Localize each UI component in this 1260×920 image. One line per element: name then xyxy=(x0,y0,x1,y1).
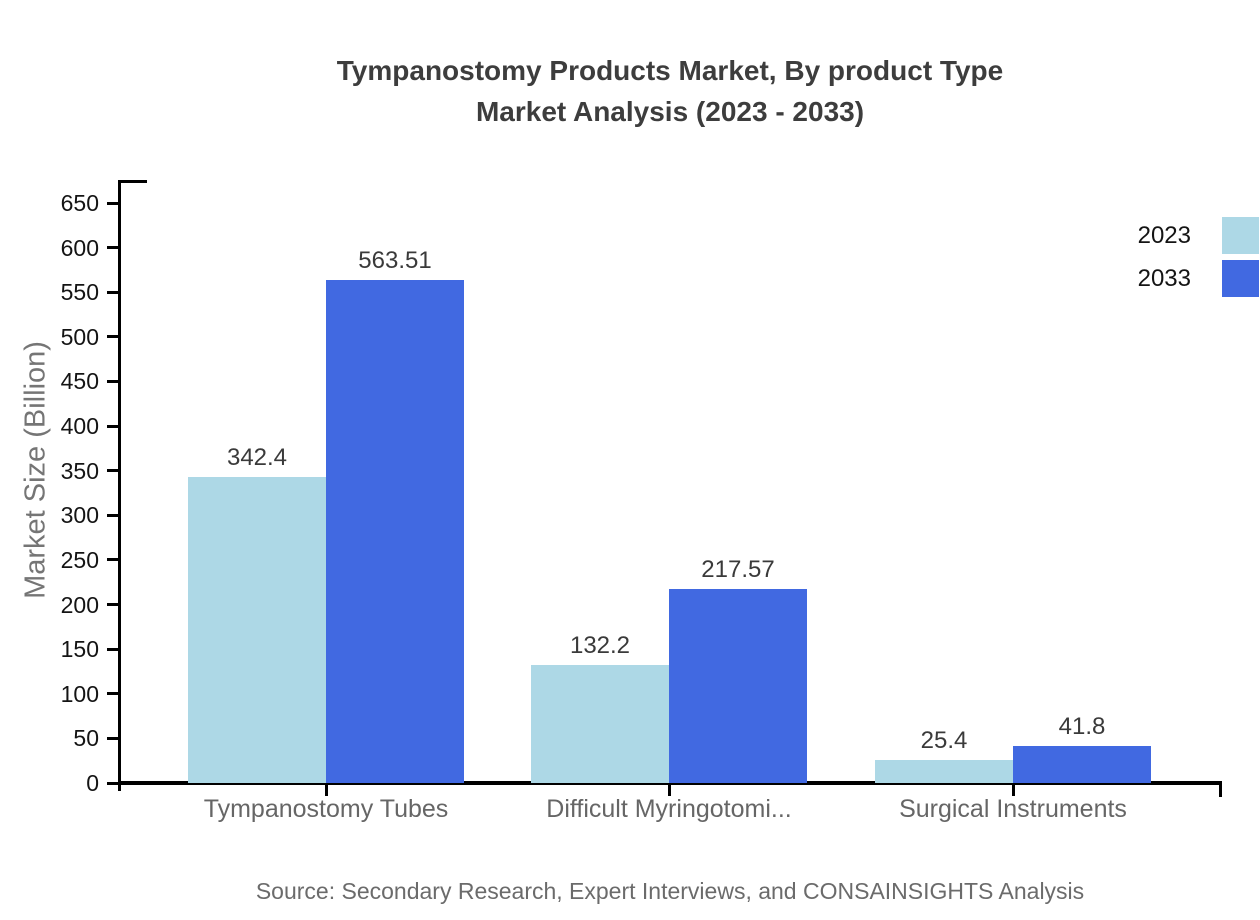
y-axis-tick-label: 250 xyxy=(60,546,99,573)
bar-2023-difficult-myringotomi xyxy=(531,665,669,783)
y-axis-tick-label: 600 xyxy=(60,234,99,261)
y-axis-tick-label: 650 xyxy=(60,190,99,216)
y-axis-tick-mark xyxy=(107,469,118,473)
y-axis-top-cap xyxy=(118,180,147,183)
y-axis-line xyxy=(118,180,121,791)
bar-2023-surgical-instruments xyxy=(875,760,1013,783)
y-axis-tick-mark xyxy=(107,647,118,651)
legend-swatch-icon xyxy=(1222,260,1259,297)
y-axis-tick-mark xyxy=(107,692,118,696)
y-axis-tick-mark xyxy=(107,558,118,562)
legend-item-2023: 2023 xyxy=(1138,217,1259,254)
legend-label: 2023 xyxy=(1137,221,1191,249)
y-axis-tick-mark xyxy=(107,246,118,250)
bar-value-label: 217.57 xyxy=(701,555,775,583)
y-axis-tick-label: 400 xyxy=(60,413,99,440)
legend-item-2033: 2033 xyxy=(1138,260,1259,297)
legend: 2023 2033 xyxy=(1138,217,1259,303)
bar-2033-tympanostomy-tubes xyxy=(326,280,464,783)
chart-title-line-2: Market Analysis (2023 - 2033) xyxy=(475,96,865,127)
legend-label: 2033 xyxy=(1137,264,1191,292)
bar-value-label: 132.2 xyxy=(569,632,631,660)
bar-value-label: 563.51 xyxy=(358,247,432,275)
x-axis-end-cap xyxy=(1219,781,1222,797)
x-axis-tick-mark xyxy=(1011,785,1015,796)
y-axis-tick-mark xyxy=(107,781,118,785)
x-axis-category-label: Tympanostomy Tubes xyxy=(203,795,449,823)
bar-2033-difficult-myringotomi xyxy=(669,588,807,783)
y-axis-tick-label: 350 xyxy=(60,457,99,484)
y-axis-tick-mark xyxy=(107,379,118,383)
y-axis-tick-label: 100 xyxy=(60,680,99,707)
x-axis-tick-mark xyxy=(667,785,671,796)
x-axis-category-label: Difficult Myringotomi... xyxy=(546,795,792,823)
y-axis-tick-mark xyxy=(107,424,118,428)
y-axis-tick-label: 300 xyxy=(60,502,99,529)
x-axis-category-label: Surgical Instruments xyxy=(899,795,1127,823)
y-axis-tick-label: 500 xyxy=(60,323,99,350)
y-axis-tick-mark xyxy=(107,736,118,740)
y-axis-tick-label: 50 xyxy=(73,725,99,752)
y-axis-tick-label: 550 xyxy=(60,279,99,306)
y-axis-tick-mark xyxy=(107,603,118,607)
bar-value-label: 342.4 xyxy=(226,444,288,472)
chart-title: Tympanostomy Products Market, By product… xyxy=(80,50,1260,132)
chart-title-line-1: Tympanostomy Products Market, By product… xyxy=(336,55,1004,86)
y-axis-tick-mark xyxy=(107,513,118,517)
y-axis-tick-mark xyxy=(107,290,118,294)
legend-swatch-icon xyxy=(1222,217,1259,254)
source-caption: Source: Secondary Research, Expert Inter… xyxy=(255,878,1085,904)
bar-2023-tympanostomy-tubes xyxy=(188,477,326,783)
x-axis-tick-mark xyxy=(324,785,328,796)
bar-2033-surgical-instruments xyxy=(1013,745,1151,783)
bar-value-label: 41.8 xyxy=(1058,712,1106,740)
y-axis-tick-mark xyxy=(107,201,118,205)
bar-value-label: 25.4 xyxy=(920,727,968,755)
x-axis-line xyxy=(118,781,1222,785)
y-axis-tick-mark xyxy=(107,335,118,339)
y-axis-tick-label: 450 xyxy=(60,368,99,395)
y-axis-tick-label: 0 xyxy=(86,770,99,796)
y-axis-tick-label: 200 xyxy=(60,591,99,618)
y-axis-tick-label: 150 xyxy=(60,636,99,663)
